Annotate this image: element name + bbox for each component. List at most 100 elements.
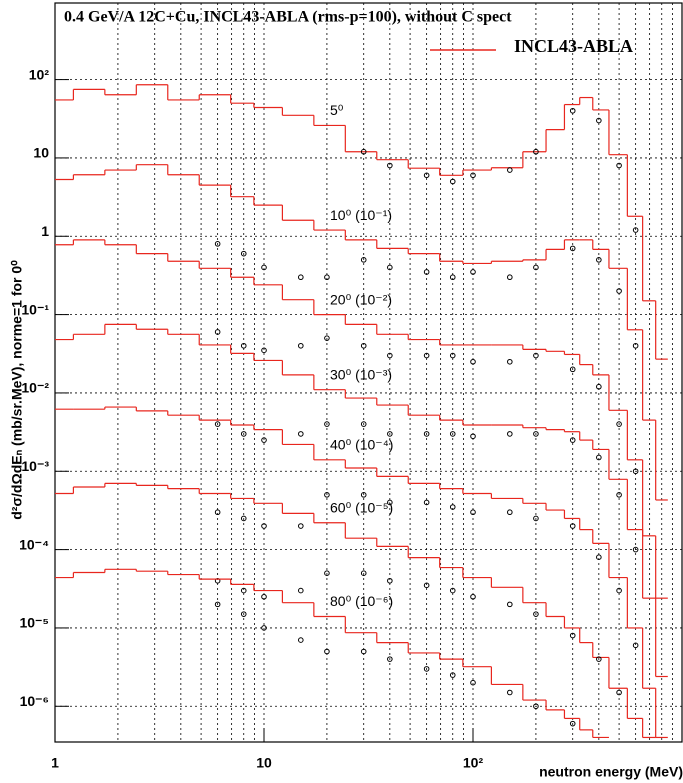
curve-annotation: 20⁰ (10⁻²) xyxy=(330,291,392,307)
data-point xyxy=(507,431,513,437)
data-point xyxy=(569,437,576,443)
data-point xyxy=(616,421,622,427)
data-point xyxy=(533,611,539,617)
data-point xyxy=(360,257,367,263)
y-tick-label: 10⁻⁴ xyxy=(19,536,49,552)
x-axis-label: neutron energy (MeV) xyxy=(539,764,683,780)
data-point xyxy=(632,227,639,233)
y-tick-label: 10² xyxy=(29,66,50,82)
y-tick-label: 10⁻¹ xyxy=(21,301,49,317)
data-point xyxy=(569,107,576,114)
data-point xyxy=(261,437,267,443)
data-point xyxy=(569,523,576,529)
data-point xyxy=(423,172,430,179)
data-point xyxy=(533,515,539,522)
y-tick-label: 10⁻⁵ xyxy=(19,615,49,631)
data-point xyxy=(387,352,393,359)
data-point xyxy=(387,162,393,169)
data-point xyxy=(449,431,456,437)
data-point xyxy=(596,656,602,662)
data-point xyxy=(261,625,267,631)
data-point xyxy=(507,358,513,365)
data-point xyxy=(360,421,367,427)
x-tick-label: 10² xyxy=(463,755,484,771)
y-tick-label: 10⁻³ xyxy=(21,458,49,474)
data-point xyxy=(470,269,476,275)
data-point xyxy=(507,601,513,608)
data-point xyxy=(298,431,304,437)
data-point xyxy=(470,509,476,516)
data-point xyxy=(298,637,304,643)
curve-annotation: 60⁰ (10⁻⁵) xyxy=(330,499,393,515)
data-point xyxy=(387,264,393,271)
data-point xyxy=(240,342,247,349)
data-point xyxy=(240,250,247,257)
curve-annotation: 10⁰ (10⁻¹) xyxy=(330,207,392,223)
data-point xyxy=(298,274,304,281)
data-point xyxy=(616,288,622,294)
data-point xyxy=(324,421,330,427)
data-point xyxy=(423,666,430,672)
data-point xyxy=(616,162,622,169)
data-point xyxy=(632,468,639,475)
y-axis-label: d²σ/dΩdEₙ (mb/sr.MeV), norme=1 for 0⁰ xyxy=(9,260,25,520)
data-point xyxy=(240,515,247,522)
x-tick-label: 1 xyxy=(51,755,59,771)
data-point xyxy=(470,593,476,600)
plot-frame xyxy=(54,2,683,743)
data-point xyxy=(324,570,330,576)
data-point xyxy=(616,689,622,696)
data-point xyxy=(423,269,430,275)
legend-label: INCL43-ABLA xyxy=(514,36,633,56)
data-point xyxy=(298,342,304,349)
data-point xyxy=(261,523,267,529)
data-point xyxy=(632,546,639,553)
data-point xyxy=(324,648,330,655)
data-point xyxy=(387,577,393,584)
data-point xyxy=(449,504,456,510)
data-point xyxy=(596,383,602,390)
curve-annotation: 30⁰ (10⁻³) xyxy=(330,366,392,382)
data-point xyxy=(507,509,513,516)
data-point xyxy=(261,264,267,271)
data-point xyxy=(449,178,456,185)
data-point xyxy=(616,587,622,594)
data-point xyxy=(423,352,430,359)
data-point xyxy=(596,117,602,124)
data-point xyxy=(449,352,456,359)
data-point xyxy=(596,554,602,561)
data-point xyxy=(507,689,513,696)
data-point xyxy=(507,167,513,173)
data-point xyxy=(360,148,367,155)
data-point xyxy=(533,703,539,710)
data-point xyxy=(569,632,576,639)
data-point xyxy=(470,358,476,365)
data-point xyxy=(387,656,393,662)
data-point xyxy=(596,257,602,263)
data-point xyxy=(533,352,539,359)
data-point xyxy=(360,342,367,349)
y-tick-label: 1 xyxy=(41,223,49,239)
data-point xyxy=(214,329,221,335)
y-tick-label: 10⁻² xyxy=(21,380,49,396)
data-point xyxy=(632,642,639,649)
curve-annotation: 40⁰ (10⁻⁴) xyxy=(330,437,393,453)
data-point xyxy=(569,245,576,252)
data-point xyxy=(616,492,622,498)
curve-annotation: 5⁰ xyxy=(330,102,344,118)
data-point xyxy=(423,582,430,589)
data-point xyxy=(240,587,247,594)
data-point xyxy=(533,264,539,271)
data-point xyxy=(387,431,393,437)
data-point xyxy=(240,431,247,437)
data-point xyxy=(324,335,330,341)
data-point xyxy=(324,492,330,498)
data-point xyxy=(298,523,304,529)
data-point xyxy=(569,720,576,727)
x-tick-label: 10 xyxy=(256,755,272,771)
data-point xyxy=(360,570,367,576)
y-tick-label: 10 xyxy=(33,145,49,161)
data-point xyxy=(449,587,456,594)
data-point xyxy=(470,172,476,179)
data-point xyxy=(298,587,304,594)
